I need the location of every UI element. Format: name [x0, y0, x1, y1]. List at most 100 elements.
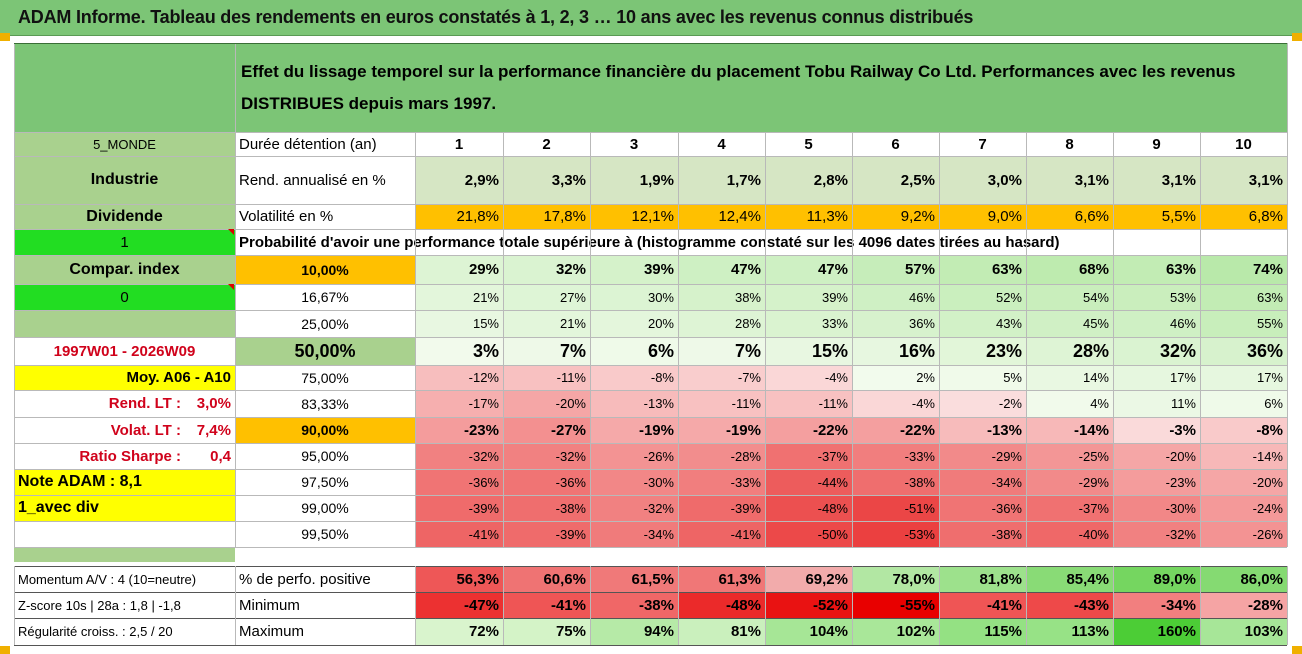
- grid-line: [14, 566, 15, 645]
- grid-line: [14, 204, 1287, 205]
- prob-value: -20%: [503, 390, 590, 417]
- min-value: -52%: [765, 592, 852, 618]
- pos-value: 81,8%: [939, 566, 1026, 592]
- vol-value: 6,6%: [1026, 204, 1113, 229]
- corner-marker: [0, 646, 10, 654]
- threshold-cell: 16,67%: [301, 289, 349, 305]
- year-header: 5: [804, 135, 813, 153]
- pos-value: 78,0%: [852, 566, 939, 592]
- pos-value: 86,0%: [1200, 566, 1287, 592]
- stat-value: 3,0%: [196, 395, 231, 412]
- prob-value: -28%: [678, 443, 765, 469]
- grid-line: [590, 566, 591, 645]
- threshold-cell: 99,50%: [301, 526, 349, 542]
- prob-value: -32%: [503, 443, 590, 469]
- prob-value: -4%: [765, 365, 852, 390]
- prob-value: 23%: [939, 337, 1026, 365]
- prob-value: 28%: [678, 310, 765, 337]
- year-header: 2: [542, 135, 551, 153]
- max-value: 104%: [765, 618, 852, 645]
- prob-value: -27%: [503, 417, 590, 443]
- rend-value: 2,9%: [415, 156, 503, 204]
- grid-line: [1200, 566, 1201, 645]
- prob-value: 47%: [765, 255, 852, 284]
- sector-label: Industrie: [14, 156, 235, 204]
- pos-value: 56,3%: [415, 566, 503, 592]
- prob-value: -44%: [765, 469, 852, 495]
- title-bar: ADAM Informe. Tableau des rendements en …: [0, 0, 1302, 36]
- duree-label: Durée détention (an): [239, 135, 377, 153]
- bottom-left-label: Momentum A/V : 4 (10=neutre): [18, 571, 197, 587]
- grid-line: [14, 645, 1287, 646]
- header-description: Effet du lissage temporel sur la perform…: [235, 43, 1287, 132]
- prob-value: 7%: [503, 337, 590, 365]
- grid-line: [1113, 132, 1114, 547]
- prob-value: -38%: [852, 469, 939, 495]
- grid-line: [14, 156, 1287, 157]
- bottom-left-label: Régularité croiss. : 2,5 / 20: [18, 624, 173, 639]
- prob-value: 38%: [678, 284, 765, 310]
- grid-line: [415, 132, 416, 547]
- prob-value: 6%: [590, 337, 678, 365]
- prob-value: 46%: [1113, 310, 1200, 337]
- vol-value: 6,8%: [1200, 204, 1287, 229]
- prob-value: 74%: [1200, 255, 1287, 284]
- prob-value: -37%: [1026, 495, 1113, 521]
- vol-label: Volatilité en %: [239, 208, 334, 225]
- grid-line: [14, 310, 1287, 311]
- period-label: 1997W01 - 2026W09: [53, 342, 196, 360]
- threshold-cell: 25,00%: [301, 315, 349, 332]
- stat-label: Rend. LT :: [108, 395, 181, 412]
- grid-line: [14, 284, 1287, 285]
- prob-value: 30%: [590, 284, 678, 310]
- grid-line: [852, 132, 853, 547]
- vol-value: 9,0%: [939, 204, 1026, 229]
- prob-value: 39%: [590, 255, 678, 284]
- prob-value: 7%: [678, 337, 765, 365]
- prob-value: 5%: [939, 365, 1026, 390]
- prob-value: 29%: [415, 255, 503, 284]
- prob-value: -13%: [590, 390, 678, 417]
- prob-value: -37%: [765, 443, 852, 469]
- max-value: 102%: [852, 618, 939, 645]
- grid-line: [14, 495, 1287, 496]
- prob-value: 57%: [852, 255, 939, 284]
- prob-value: -2%: [939, 390, 1026, 417]
- rend-value: 2,5%: [852, 156, 939, 204]
- max-value: 160%: [1113, 618, 1200, 645]
- prob-value: 36%: [1200, 337, 1287, 365]
- vol-value: 9,2%: [852, 204, 939, 229]
- prob-value: -33%: [852, 443, 939, 469]
- prob-value: 15%: [415, 310, 503, 337]
- min-value: -41%: [503, 592, 590, 618]
- min-value: -43%: [1026, 592, 1113, 618]
- prob-value: -19%: [678, 417, 765, 443]
- vol-value: 12,4%: [678, 204, 765, 229]
- prob-value: -17%: [415, 390, 503, 417]
- prob-value: 63%: [939, 255, 1026, 284]
- prob-value: -36%: [939, 495, 1026, 521]
- min-value: -41%: [939, 592, 1026, 618]
- prob-value: 52%: [939, 284, 1026, 310]
- grid-line: [14, 43, 1287, 44]
- min-value: -38%: [590, 592, 678, 618]
- grid-line: [14, 132, 1287, 133]
- grid-line: [1113, 566, 1114, 645]
- prob-value: -29%: [1026, 469, 1113, 495]
- pos-value: 61,5%: [590, 566, 678, 592]
- rend-label: Rend. annualisé en %: [239, 171, 386, 189]
- max-value: 103%: [1200, 618, 1287, 645]
- rend-value: 1,9%: [590, 156, 678, 204]
- grid-line: [939, 132, 940, 547]
- prob-value: -30%: [1113, 495, 1200, 521]
- note-adam-label: Note ADAM : 8,1: [14, 469, 235, 495]
- prob-value: -19%: [590, 417, 678, 443]
- prob-value: -34%: [939, 469, 1026, 495]
- corner-marker: [1292, 33, 1302, 41]
- prob-value: -14%: [1200, 443, 1287, 469]
- prob-value: 2%: [852, 365, 939, 390]
- prob-value: 21%: [415, 284, 503, 310]
- rend-value: 3,1%: [1026, 156, 1113, 204]
- stat-label: Volat. LT :: [110, 421, 181, 439]
- prob-value: 3%: [415, 337, 503, 365]
